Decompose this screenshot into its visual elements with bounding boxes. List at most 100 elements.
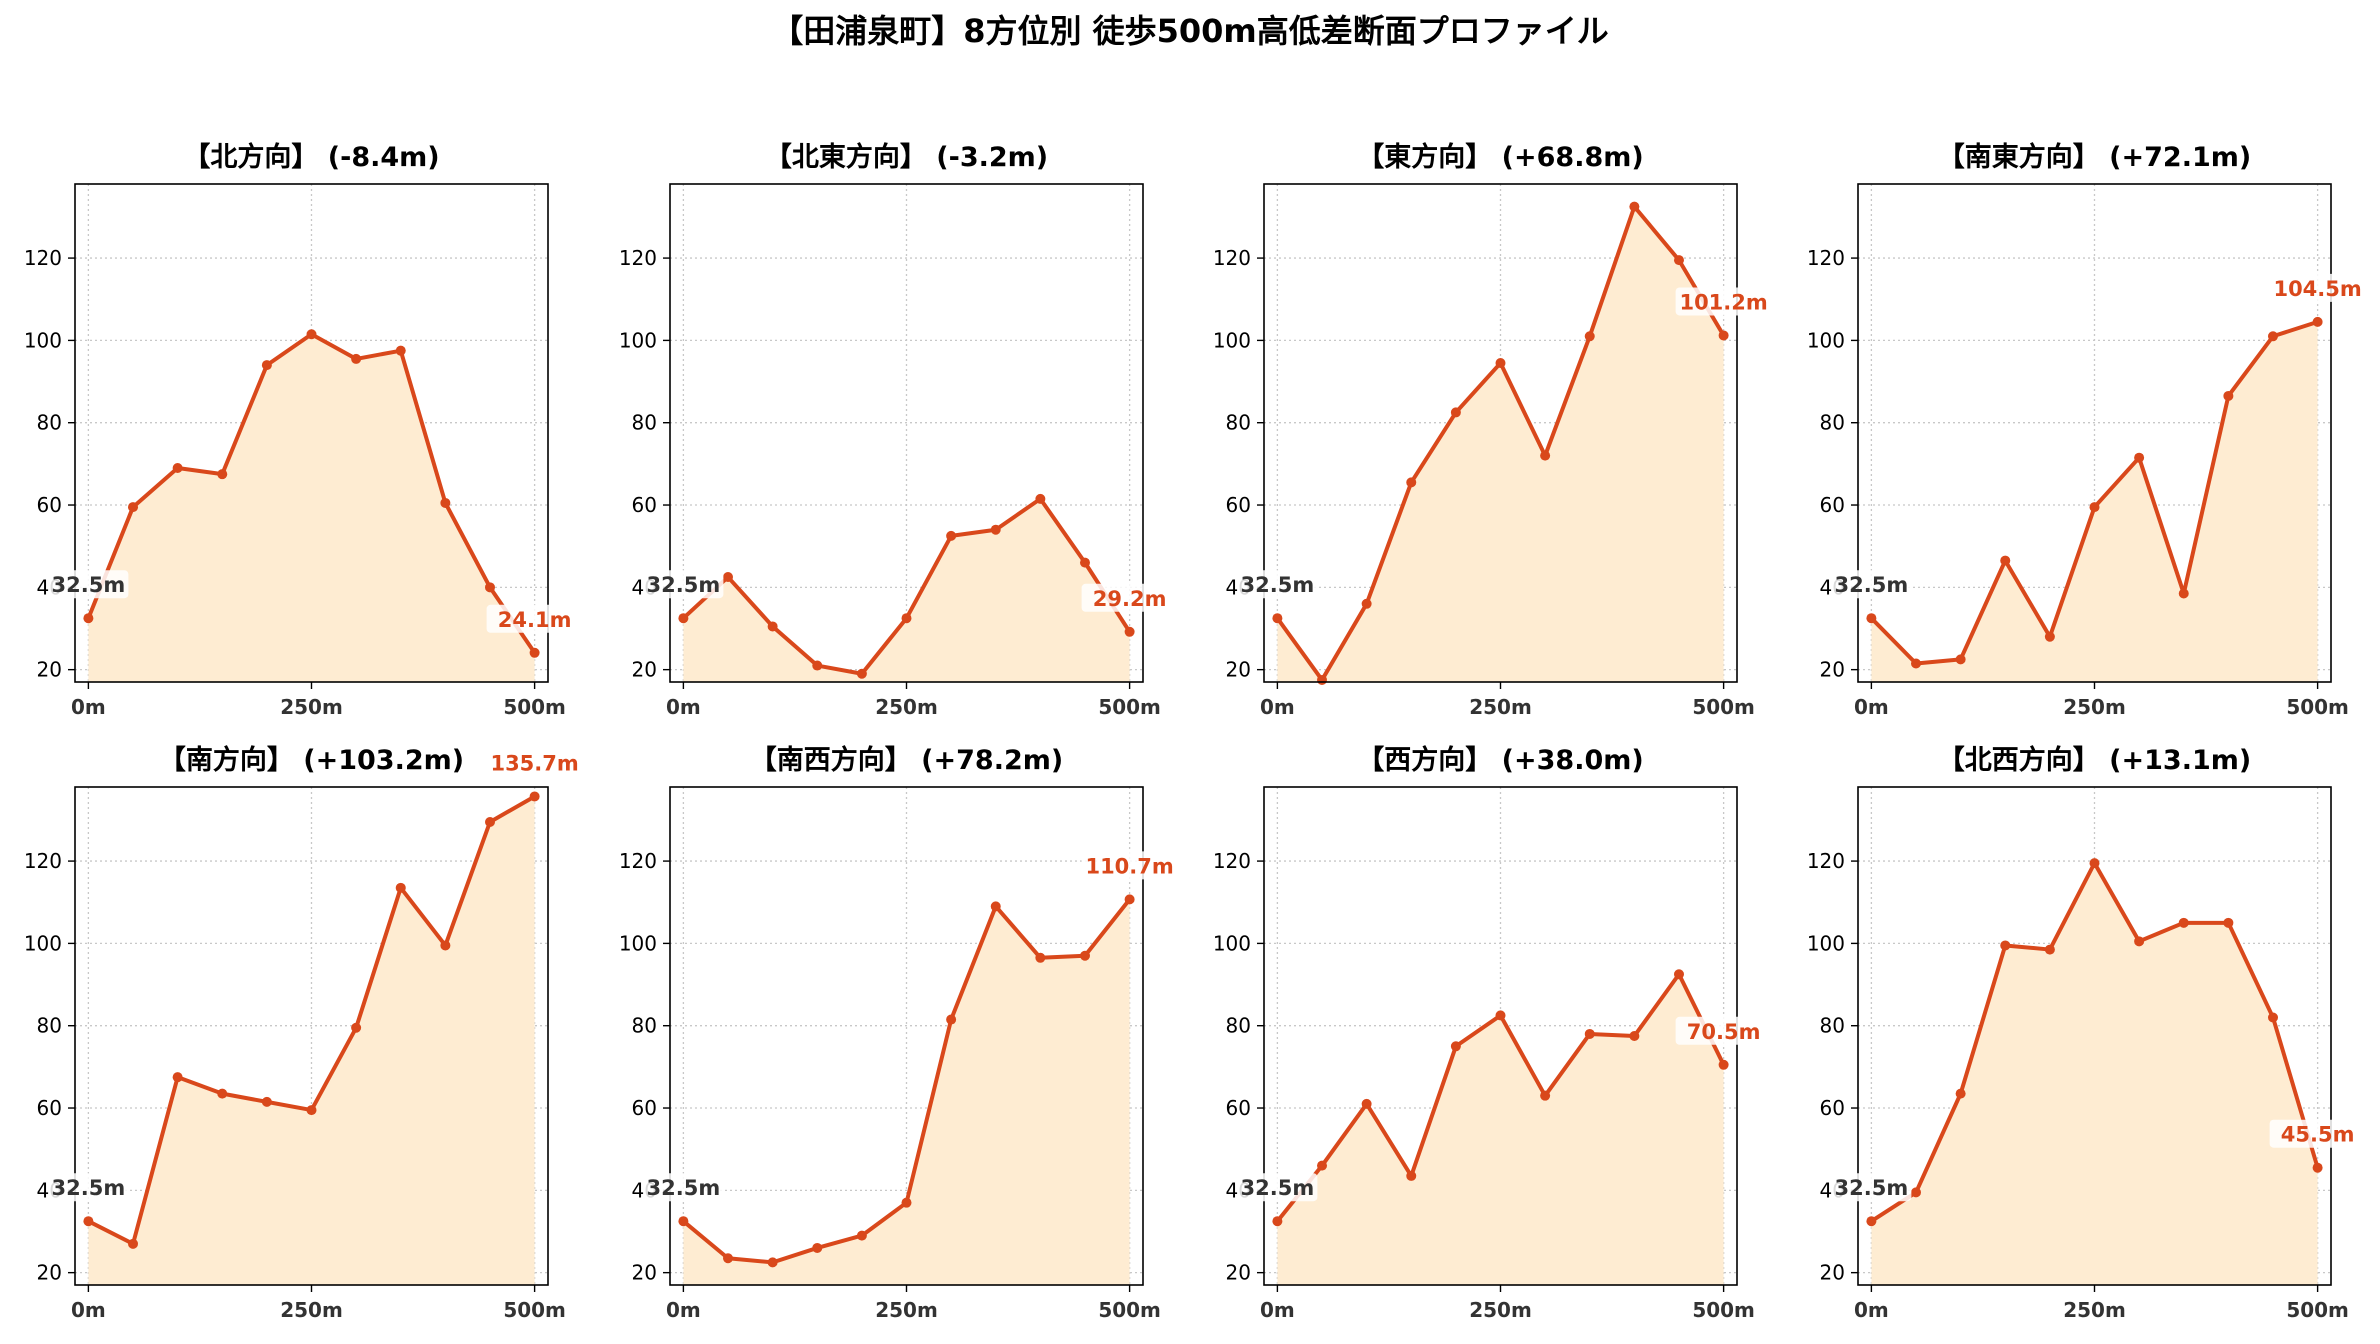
data-point	[351, 353, 362, 364]
data-point	[2000, 940, 2011, 951]
end-label-box	[486, 748, 583, 777]
x-tick-label: 0m	[666, 1298, 701, 1322]
y-tick-label: 20	[632, 658, 657, 682]
start-elevation-label-group: 32.5m	[643, 570, 724, 599]
data-point	[1540, 1090, 1551, 1101]
data-point	[1911, 658, 1922, 669]
data-point	[2223, 390, 2234, 401]
data-point	[1718, 330, 1729, 341]
start-label-box	[48, 570, 129, 599]
data-point	[1955, 654, 1966, 665]
data-point	[812, 1242, 823, 1253]
end-elevation-label-group: 70.5m	[1675, 1016, 1772, 1045]
end-label-box	[2269, 1119, 2366, 1148]
x-tick-label: 0m	[71, 1298, 106, 1322]
data-point	[1495, 358, 1506, 369]
data-point	[1629, 201, 1640, 212]
y-tick-label: 100	[1807, 931, 1845, 955]
y-tick-label: 20	[632, 1261, 657, 1285]
end-label-box	[486, 604, 583, 633]
y-tick-label: 120	[619, 246, 657, 270]
data-point	[1866, 1216, 1877, 1227]
panel-title: 【南西方向】 (+78.2m)	[750, 744, 1063, 776]
x-tick-label: 250m	[280, 695, 343, 719]
x-tick-label: 500m	[2286, 1298, 2349, 1322]
end-elevation-label: 24.1m	[498, 608, 572, 632]
end-elevation-label: 29.2m	[1093, 587, 1167, 611]
data-point	[2267, 331, 2278, 342]
x-tick-label: 500m	[2286, 695, 2349, 719]
x-tick-label: 250m	[1469, 695, 1532, 719]
data-point	[856, 668, 867, 679]
start-label-box	[1831, 570, 1912, 599]
x-tick-label: 0m	[1260, 1298, 1295, 1322]
data-point	[2089, 502, 2100, 513]
data-point	[484, 816, 495, 827]
data-point	[1317, 1160, 1328, 1171]
panel-1: 204060801001200m250m500m【北方向】 (-8.4m)32.…	[24, 141, 583, 719]
y-tick-label: 100	[619, 931, 657, 955]
data-point	[812, 660, 823, 671]
y-tick-label: 80	[1820, 411, 1845, 435]
panel-title: 【北東方向】 (-3.2m)	[765, 141, 1048, 173]
end-elevation-label-group: 29.2m	[1081, 583, 1178, 612]
data-point	[1911, 1187, 1922, 1198]
data-point	[2089, 858, 2100, 869]
panel-5: 204060801001200m250m500m【南方向】 (+103.2m)3…	[24, 744, 583, 1322]
end-elevation-label: 135.7m	[490, 751, 578, 775]
x-tick-label: 250m	[1469, 1298, 1532, 1322]
start-label-box	[1237, 1173, 1318, 1202]
y-tick-label: 60	[37, 1096, 62, 1120]
panel-title: 【東方向】 (+68.8m)	[1357, 141, 1643, 173]
x-tick-label: 500m	[503, 1298, 566, 1322]
data-point	[723, 572, 734, 583]
y-tick-label: 80	[1226, 411, 1251, 435]
y-tick-label: 20	[1820, 658, 1845, 682]
x-tick-label: 250m	[875, 1298, 938, 1322]
x-tick-label: 500m	[1098, 695, 1161, 719]
end-elevation-label-group: 135.7m	[486, 748, 583, 777]
data-point	[2312, 316, 2323, 327]
end-label-box	[1081, 851, 1178, 880]
end-elevation-label: 45.5m	[2281, 1123, 2355, 1147]
data-point	[2044, 944, 2055, 955]
start-label-box	[48, 1173, 129, 1202]
panel-title: 【南東方向】 (+72.1m)	[1938, 141, 2251, 173]
figure-title: 【田浦泉町】8方位別 徒歩500m高低差断面プロファイル	[771, 12, 1609, 50]
data-point	[1406, 1170, 1417, 1181]
data-point	[901, 613, 912, 624]
data-point	[83, 613, 94, 624]
data-point	[529, 791, 540, 802]
elevation-area	[1277, 974, 1724, 1285]
y-tick-label: 60	[1226, 1096, 1251, 1120]
end-label-box	[1675, 287, 1772, 316]
data-point	[128, 502, 139, 513]
end-elevation-label: 104.5m	[2273, 277, 2361, 301]
y-tick-label: 60	[1226, 493, 1251, 517]
start-elevation-label: 32.5m	[647, 1176, 721, 1200]
start-elevation-label-group: 32.5m	[48, 570, 129, 599]
data-point	[1495, 1010, 1506, 1021]
data-point	[395, 345, 406, 356]
data-point	[723, 1253, 734, 1264]
panel-title: 【南方向】 (+103.2m)	[159, 744, 464, 776]
end-label-box	[1675, 1016, 1772, 1045]
data-point	[1450, 1041, 1461, 1052]
data-point	[172, 462, 183, 473]
data-point	[1955, 1088, 1966, 1099]
panel-2: 204060801001200m250m500m【北東方向】 (-3.2m)32…	[619, 141, 1178, 719]
panel-title: 【北方向】 (-8.4m)	[183, 141, 439, 173]
data-point	[767, 1257, 778, 1268]
y-tick-label: 60	[632, 1096, 657, 1120]
data-point	[1450, 407, 1461, 418]
x-tick-label: 250m	[2063, 695, 2126, 719]
start-elevation-label: 32.5m	[647, 573, 721, 597]
y-tick-label: 20	[37, 1261, 62, 1285]
data-point	[1361, 598, 1372, 609]
data-point	[440, 497, 451, 508]
data-point	[1317, 674, 1328, 685]
panel-title: 【西方向】 (+38.0m)	[1357, 744, 1643, 776]
data-point	[306, 329, 317, 340]
data-point	[1540, 450, 1551, 461]
